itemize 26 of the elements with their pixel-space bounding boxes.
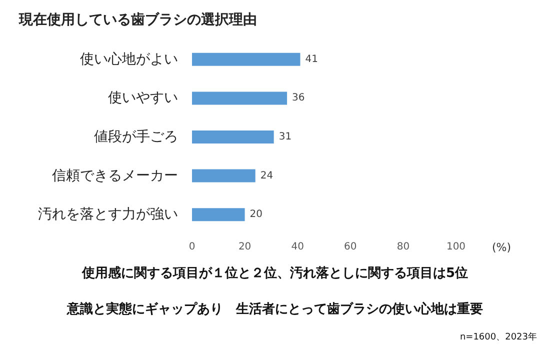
x-tick-label: 80 [396,242,410,252]
data-label: 36 [292,92,305,104]
x-tick-label: 100 [446,242,466,252]
data-label: 20 [250,209,263,220]
x-tick-label: 40 [291,242,304,252]
text: 使用感に関する項目が１位と２位、汚れ落としに関する項目は5位 [80,265,468,281]
bar [192,52,300,66]
bar [192,92,288,105]
x-tick-label: 60 [344,242,357,252]
y-tick-label: 汚れを落とす力が強い [38,206,178,223]
data-label: 24 [260,170,274,182]
chart-title: 現在使用している歯ブラシの選択理由 [18,11,257,28]
x-tick-label: 0 [188,242,196,252]
y-tick-label: 使いやすい [108,90,178,106]
x-tick-label: 20 [238,242,252,252]
data-label: 41 [305,54,318,65]
y-tick-label: 値段が手ごろ [94,129,178,145]
text: 意識と実態にギャップあり 生活者にとって歯ブラシの使い心地は重要 [66,301,483,317]
bar [192,208,245,222]
bar [192,169,256,182]
data-label: 31 [278,132,292,142]
y-tick-label: 信頼できるメーカー [52,168,178,184]
x-axis-title: (%) [492,241,512,254]
y-tick-label: 使い心地がよい [80,51,178,68]
bar [192,130,274,144]
text: n=1600、2023年 [460,332,538,342]
